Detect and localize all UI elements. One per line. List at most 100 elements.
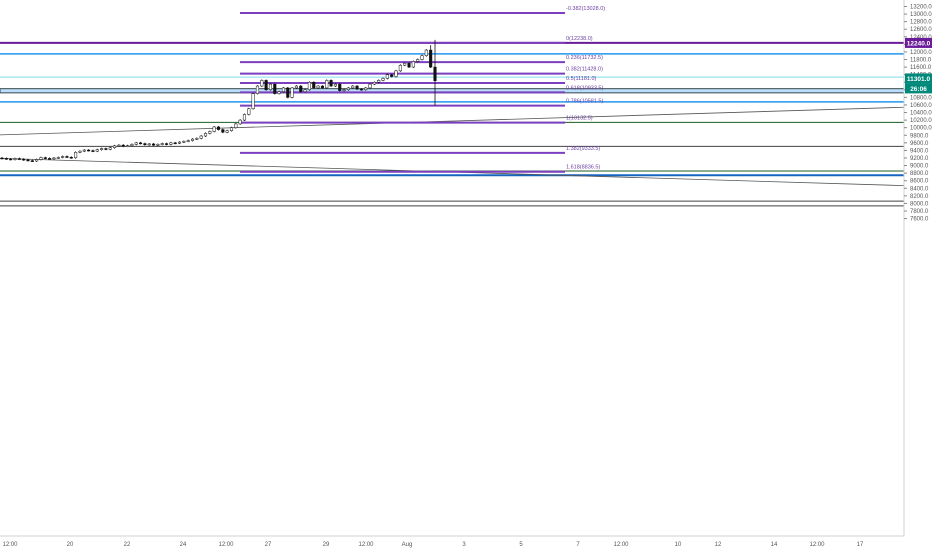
candle-body bbox=[131, 144, 134, 145]
candle-body bbox=[61, 156, 64, 157]
candle-body bbox=[286, 88, 289, 97]
x-tick-label: 7 bbox=[576, 542, 580, 548]
countdown-tag: 26:06 bbox=[910, 86, 927, 93]
candle-body bbox=[356, 86, 359, 89]
candle-body bbox=[399, 65, 402, 71]
candle-body bbox=[118, 145, 121, 146]
y-tick-label: 11800.0 bbox=[910, 58, 932, 64]
candle-body bbox=[291, 88, 294, 97]
candle-body bbox=[377, 80, 380, 82]
candle-body bbox=[31, 161, 34, 162]
candle-body bbox=[113, 146, 116, 148]
candle-body bbox=[330, 80, 333, 86]
candle-body bbox=[390, 75, 393, 77]
candle-body bbox=[369, 84, 372, 88]
candle-body bbox=[213, 127, 216, 132]
x-tick-label: 3 bbox=[462, 542, 466, 548]
candle-body bbox=[321, 86, 324, 88]
x-tick-label: 12 bbox=[715, 542, 722, 548]
candle-body bbox=[144, 144, 147, 145]
candle-body bbox=[109, 148, 112, 150]
candle-body bbox=[48, 158, 51, 159]
x-tick-label: 17 bbox=[857, 542, 864, 548]
candle-body bbox=[248, 109, 251, 115]
candle-body bbox=[92, 151, 95, 152]
candle-body bbox=[403, 63, 406, 65]
candle-body bbox=[1, 158, 4, 159]
candle-body bbox=[209, 131, 212, 133]
candle-body bbox=[170, 143, 173, 145]
candle-body bbox=[44, 158, 47, 159]
candle-body bbox=[35, 159, 38, 161]
candle-body bbox=[178, 142, 181, 143]
x-tick-label: 14 bbox=[771, 542, 778, 548]
candle-body bbox=[174, 143, 177, 144]
level-price-tag: 12240.0 bbox=[907, 40, 931, 47]
candle-body bbox=[347, 88, 350, 90]
candle-body bbox=[9, 159, 12, 160]
y-tick-label: 9400.0 bbox=[910, 148, 929, 154]
candle-body bbox=[74, 152, 77, 157]
candle-body bbox=[40, 158, 43, 160]
candle-body bbox=[196, 138, 199, 139]
candle-body bbox=[22, 159, 25, 160]
x-tick-label: 12:00 bbox=[809, 542, 825, 548]
y-tick-label: 8000.0 bbox=[910, 201, 929, 207]
fib-level-label: 1(10132.5) bbox=[566, 116, 593, 122]
y-tick-label: 10800.0 bbox=[910, 95, 932, 101]
y-tick-label: 7800.0 bbox=[910, 209, 929, 215]
candle-body bbox=[360, 89, 363, 90]
candle-body bbox=[261, 80, 264, 86]
fib-level-label: 1.618(8836.5) bbox=[566, 165, 600, 171]
candle-body bbox=[412, 61, 415, 67]
candle-body bbox=[312, 82, 315, 88]
candle-body bbox=[308, 82, 311, 90]
trendline[interactable] bbox=[0, 107, 904, 135]
candle-body bbox=[152, 144, 155, 145]
candle-body bbox=[252, 94, 255, 109]
y-tick-label: 12800.0 bbox=[910, 20, 932, 26]
x-axis: 12:00 20 22 24 12:00 27 29 12:00 Aug 3 5 7 12:00 10 12… bbox=[0, 536, 904, 548]
y-tick-label: 8600.0 bbox=[910, 179, 929, 185]
fib-level-label: -0.382(13028.0) bbox=[566, 6, 605, 12]
current-price-tag: 11301.0 bbox=[907, 76, 931, 83]
y-tick-label: 9000.0 bbox=[910, 164, 929, 170]
candle-body bbox=[87, 150, 90, 151]
candle-body bbox=[165, 144, 168, 145]
y-tick-label: 13000.0 bbox=[910, 12, 932, 18]
candle-body bbox=[295, 86, 298, 88]
candle-body bbox=[230, 128, 233, 131]
x-tick-label: 27 bbox=[265, 542, 272, 548]
candle-body bbox=[161, 144, 164, 145]
y-tick-label: 10000.0 bbox=[910, 126, 932, 132]
candle-body bbox=[386, 75, 389, 79]
candle-body bbox=[282, 88, 285, 92]
y-tick-label: 9800.0 bbox=[910, 133, 929, 139]
candle-body bbox=[70, 157, 73, 158]
candle-body bbox=[338, 84, 341, 90]
candle-body bbox=[157, 144, 160, 145]
candle-body bbox=[217, 127, 220, 130]
candle-body bbox=[434, 67, 437, 81]
candle-body bbox=[243, 114, 246, 120]
x-tick-label: 24 bbox=[180, 542, 187, 548]
candle-body bbox=[265, 80, 268, 89]
candle-body bbox=[299, 86, 302, 92]
fib-level-label: 0.5(11181.0) bbox=[566, 76, 597, 82]
candle-body bbox=[100, 149, 103, 150]
candle-body bbox=[235, 124, 238, 128]
candle-body bbox=[96, 150, 99, 152]
y-tick-label: 8800.0 bbox=[910, 171, 929, 177]
candle-body bbox=[187, 141, 190, 142]
x-tick-label: Aug bbox=[402, 542, 413, 548]
y-tick-label: 8400.0 bbox=[910, 186, 929, 192]
candle-body bbox=[239, 120, 242, 124]
y-tick-label: 12600.0 bbox=[910, 27, 932, 33]
candle-body bbox=[183, 141, 186, 142]
candle-body bbox=[105, 149, 108, 150]
candle-body bbox=[53, 158, 56, 159]
candle-body bbox=[135, 143, 138, 145]
candle-body bbox=[325, 80, 328, 88]
